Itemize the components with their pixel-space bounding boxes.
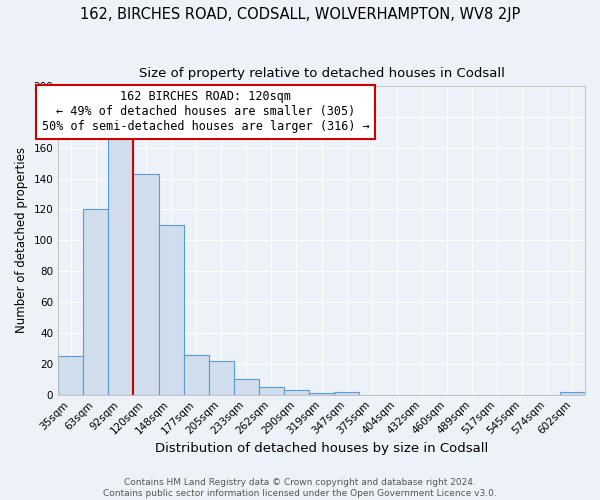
Bar — [133, 174, 158, 394]
Y-axis label: Number of detached properties: Number of detached properties — [15, 148, 28, 334]
Bar — [334, 392, 359, 394]
Text: 162 BIRCHES ROAD: 120sqm
← 49% of detached houses are smaller (305)
50% of semi-: 162 BIRCHES ROAD: 120sqm ← 49% of detach… — [42, 90, 370, 134]
Title: Size of property relative to detached houses in Codsall: Size of property relative to detached ho… — [139, 68, 505, 80]
Bar — [234, 380, 259, 394]
Bar — [259, 387, 284, 394]
Bar — [309, 393, 334, 394]
Text: 162, BIRCHES ROAD, CODSALL, WOLVERHAMPTON, WV8 2JP: 162, BIRCHES ROAD, CODSALL, WOLVERHAMPTO… — [80, 8, 520, 22]
Bar — [58, 356, 83, 395]
Bar — [184, 354, 209, 395]
Bar — [83, 210, 109, 394]
Bar — [560, 392, 585, 394]
Text: Contains HM Land Registry data © Crown copyright and database right 2024.
Contai: Contains HM Land Registry data © Crown c… — [103, 478, 497, 498]
X-axis label: Distribution of detached houses by size in Codsall: Distribution of detached houses by size … — [155, 442, 488, 455]
Bar — [209, 360, 234, 394]
Bar — [158, 225, 184, 394]
Bar — [109, 132, 133, 394]
Bar — [284, 390, 309, 394]
